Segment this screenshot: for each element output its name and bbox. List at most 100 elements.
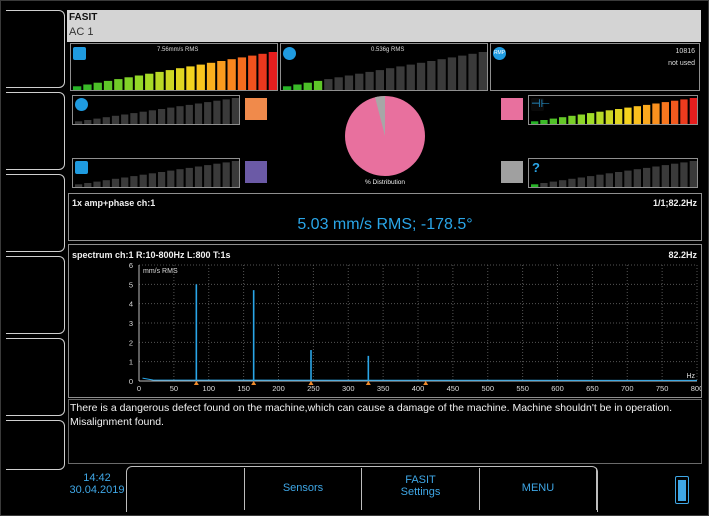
level-bars-right-upper [531,98,697,124]
menu-button[interactable]: MENU [479,468,597,510]
level-bar [605,173,613,187]
level-bar [102,117,110,124]
level-bar [689,161,697,187]
pie-slice-minor [375,96,385,136]
menu-button-label: MENU [521,482,555,494]
softkey-4[interactable] [6,256,65,334]
level-bar [313,80,323,90]
level-bar [559,180,567,187]
x-tick-label: 400 [412,384,425,393]
level-bar [652,103,660,124]
level-bar [204,165,212,187]
softkey-1[interactable] [6,10,65,88]
spectrum-baseline [142,377,698,381]
meter-left-upper[interactable] [72,95,240,125]
level-bar [155,71,164,90]
harmonic-marker [193,381,199,385]
level-bar [84,120,92,124]
level-bar [549,118,557,124]
level-bar [165,70,174,90]
spectrum-peak-frequency: 82.2Hz [668,250,697,260]
amp-phase-panel[interactable]: 1x amp+phase ch:1 1/1;82.2Hz 5.03 mm/s R… [68,193,702,241]
level-bar [568,178,576,187]
level-bar [447,57,457,90]
level-bar [615,109,623,124]
level-bar [73,86,82,90]
level-bar [231,161,239,187]
level-bar [196,64,205,90]
meter-acceleration-value: 0.536g RMS [371,47,405,53]
level-bar [624,170,632,187]
level-bar [213,163,221,187]
level-bar [134,75,144,90]
level-bar [652,166,660,187]
softkey-6[interactable] [6,420,65,470]
meter-velocity[interactable]: 7.56mm/s RMS [70,43,278,91]
meter-right-upper[interactable]: ⊣⊢ [528,95,698,125]
level-bar [689,98,697,124]
level-bar [206,62,216,90]
level-bar [355,73,364,90]
x-tick-label: 650 [586,384,599,393]
level-bar [148,110,156,124]
x-tick-label: 750 [656,384,669,393]
clock: 14:42 30.04.2019 [68,472,126,496]
y-tick-label: 1 [129,358,133,367]
level-bar [386,68,395,90]
level-bar [121,177,129,187]
level-bars-left-upper [75,98,239,124]
rpm-status: not used [668,60,695,67]
level-bar [130,113,138,124]
spectrum-panel[interactable]: spectrum ch:1 R:10-800Hz L:800 T:1s 82.2… [68,244,702,398]
level-bar [213,100,221,124]
meter-right-lower[interactable]: ? [528,158,698,188]
level-bar [111,115,120,124]
level-bar [145,73,154,90]
footer-softkey-bar [126,466,598,512]
level-bar [334,77,343,90]
level-bar [124,77,133,90]
level-bar [231,98,239,124]
sensors-button[interactable]: Sensors [244,468,361,510]
spectrum-chart: 0 50 100 150 200 250 300 350 400 450 500 550 600 650 7… [129,261,701,393]
meter-acceleration[interactable]: 0.536g RMS [280,43,488,91]
level-bar [84,183,92,187]
level-bar [661,165,669,187]
meter-left-lower[interactable] [72,158,240,188]
level-bar [531,184,539,187]
level-bar [540,120,548,124]
level-bar [375,70,384,90]
level-bar [559,117,567,124]
level-bar [139,111,147,124]
level-bar [121,114,129,124]
level-bars-velocity [73,52,277,90]
x-tick-label: 600 [551,384,564,393]
level-bar [176,169,184,187]
x-tick-label: 50 [170,384,178,393]
fasit-settings-button[interactable]: FASIT Settings [361,468,479,510]
level-bar [227,59,236,90]
y-tick-label: 6 [129,261,133,270]
pink-indicator [501,98,523,120]
level-bar [130,176,138,187]
softkey-5[interactable] [6,338,65,416]
harmonic-marker [365,381,371,385]
level-bar [596,174,604,187]
title-bar: FASIT AC 1 [67,10,701,42]
softkey-2[interactable] [6,92,65,170]
x-tick-label: 350 [377,384,390,393]
softkey-3[interactable] [6,174,65,252]
level-bar [148,173,156,187]
level-bar [468,53,477,90]
meter-rpm[interactable]: RMP 10816 not used [490,43,700,91]
level-bar [114,79,123,90]
amp-phase-value: 5.03 mm/s RMS; -178.5° [297,216,473,233]
y-tick-label: 4 [129,300,133,309]
purple-indicator [245,161,267,183]
fasit-settings-button-label: FASIT Settings [400,474,441,498]
level-bar [633,169,641,187]
level-bar [93,82,102,90]
level-bar [83,84,92,90]
level-bar [427,61,436,90]
channel-subtitle: AC 1 [69,26,94,38]
